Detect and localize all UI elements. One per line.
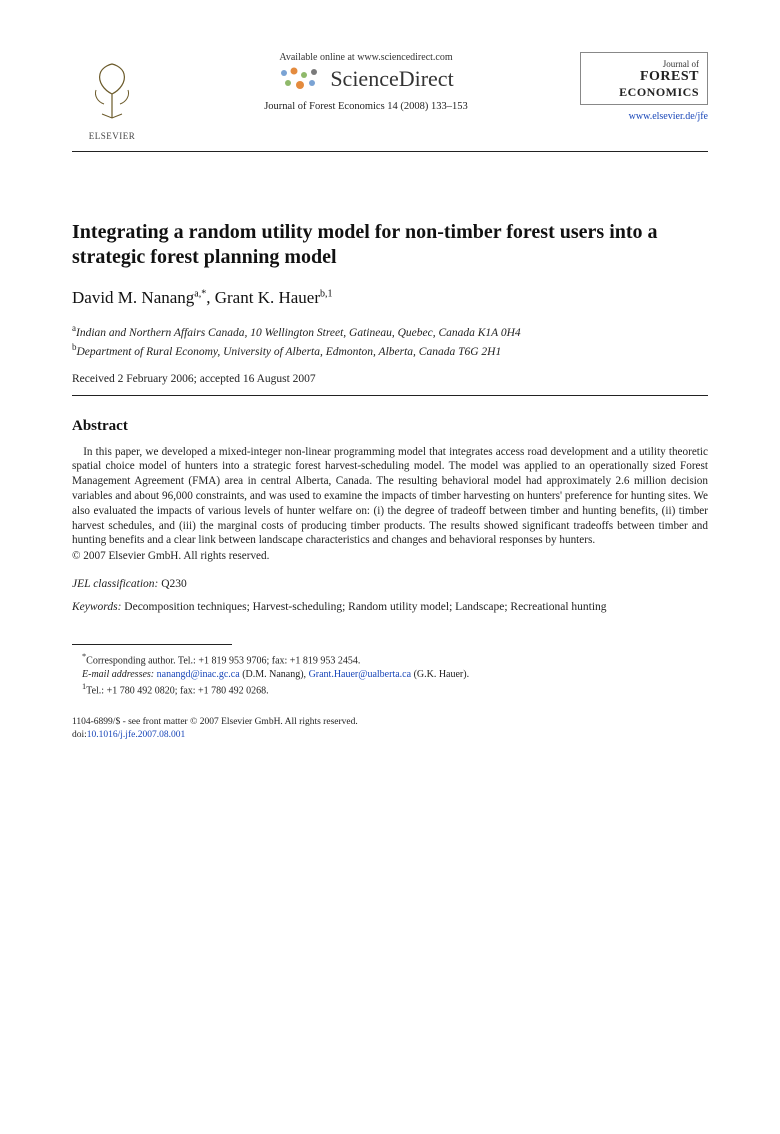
affiliation-b: bDepartment of Rural Economy, University… <box>72 341 708 360</box>
affil-a-text: Indian and Northern Affairs Canada, 10 W… <box>76 327 521 339</box>
journal-url[interactable]: www.elsevier.de/jfe <box>580 111 708 122</box>
sciencedirect-icon <box>278 65 322 93</box>
abstract-body: In this paper, we developed a mixed-inte… <box>72 445 708 548</box>
email-name-1: (D.M. Nanang), <box>240 669 309 680</box>
front-matter-block: 1104-6899/$ - see front matter © 2007 El… <box>72 716 708 742</box>
article-title: Integrating a random utility model for n… <box>72 220 708 270</box>
abstract-copyright: © 2007 Elsevier GmbH. All rights reserve… <box>72 550 708 562</box>
author-2-name: Grant K. Hauer <box>215 288 320 307</box>
journal-box-line2: FOREST <box>589 69 699 85</box>
keywords-value: Decomposition techniques; Harvest-schedu… <box>121 601 606 613</box>
footnote-1: 1Tel.: +1 780 492 0820; fax: +1 780 492 … <box>72 681 708 698</box>
header-center: Available online at www.sciencedirect.co… <box>152 52 580 112</box>
header-right: Journal of FOREST ECONOMICS www.elsevier… <box>580 52 708 122</box>
journal-cover-box: Journal of FOREST ECONOMICS <box>580 52 708 105</box>
keywords: Keywords: Decomposition techniques; Harv… <box>72 600 708 616</box>
email-name-2: (G.K. Hauer). <box>411 669 469 680</box>
issn-line: 1104-6899/$ - see front matter © 2007 El… <box>72 716 708 729</box>
header-rule <box>72 151 708 152</box>
affil-b-text: Department of Rural Economy, University … <box>77 346 502 358</box>
footnote-corr-text: Corresponding author. Tel.: +1 819 953 9… <box>86 655 360 666</box>
section-rule <box>72 395 708 396</box>
footnote-1-text: Tel.: +1 780 492 0820; fax: +1 780 492 0… <box>86 685 269 696</box>
keywords-label: Keywords: <box>72 601 121 613</box>
article-dates: Received 2 February 2006; accepted 16 Au… <box>72 373 708 385</box>
publisher-name: ELSEVIER <box>72 131 152 141</box>
page-header: ELSEVIER Available online at www.science… <box>72 52 708 141</box>
publisher-logo-block: ELSEVIER <box>72 52 152 141</box>
sciencedirect-name: ScienceDirect <box>330 66 453 92</box>
jel-label: JEL classification: <box>72 578 158 590</box>
available-online-text: Available online at www.sciencedirect.co… <box>162 52 570 63</box>
authors-line: David M. Nananga,*, Grant K. Hauerb,1 <box>72 288 708 308</box>
author-2-affil-sup: b,1 <box>320 288 333 299</box>
doi-link[interactable]: 10.1016/j.jfe.2007.08.001 <box>87 730 185 740</box>
footnote-rule <box>72 644 232 645</box>
journal-reference: Journal of Forest Economics 14 (2008) 13… <box>162 101 570 112</box>
sciencedirect-row: ScienceDirect <box>162 65 570 93</box>
email-link-2[interactable]: Grant.Hauer@ualberta.ca <box>309 669 412 680</box>
journal-box-line3: ECONOMICS <box>589 85 699 100</box>
jel-classification: JEL classification: Q230 <box>72 578 708 590</box>
footnote-corresponding: *Corresponding author. Tel.: +1 819 953 … <box>72 651 708 668</box>
affiliations: aIndian and Northern Affairs Canada, 10 … <box>72 322 708 361</box>
affiliation-a: aIndian and Northern Affairs Canada, 10 … <box>72 322 708 341</box>
doi-line: doi:10.1016/j.jfe.2007.08.001 <box>72 729 708 742</box>
author-1-name: David M. Nanang <box>72 288 194 307</box>
elsevier-tree-icon <box>84 60 140 122</box>
footnote-emails-label: E-mail addresses: <box>82 669 154 680</box>
email-link-1[interactable]: nanangd@inac.gc.ca <box>157 669 240 680</box>
jel-value: Q230 <box>158 578 186 590</box>
abstract-heading: Abstract <box>72 418 708 435</box>
doi-label: doi: <box>72 730 87 740</box>
footnote-emails: E-mail addresses: nanangd@inac.gc.ca (D.… <box>72 668 708 682</box>
journal-box-line1: Journal of <box>589 59 699 69</box>
authors-sep: , <box>206 288 215 307</box>
